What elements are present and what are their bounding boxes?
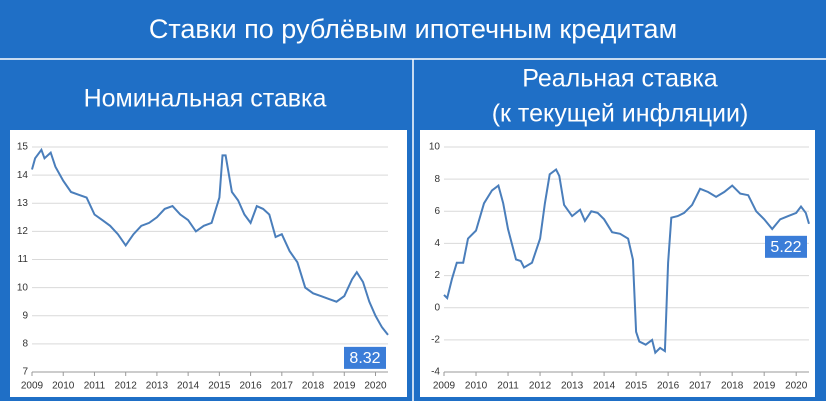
y-tick-label: -4 [431,367,440,378]
y-tick-label: 0 [434,302,440,313]
x-tick-label: 2020 [364,381,387,392]
value-label-box [765,235,807,258]
x-tick-label: 2013 [561,381,584,392]
x-tick-label: 2012 [529,381,552,392]
x-tick-label: 2015 [625,381,648,392]
series-line [31,147,389,336]
x-tick-label: 2012 [115,381,138,392]
page-title: Ставки по рублёвым ипотечным кредитам [149,14,677,44]
x-tick-label: 2018 [721,381,744,392]
x-tick-label: 2014 [177,381,200,392]
y-tick-label: 13 [17,198,29,209]
x-tick-label: 2010 [52,381,75,392]
y-tick-label: 10 [17,282,29,293]
y-tick-label: 12 [17,226,29,237]
y-tick-label: 7 [22,367,28,378]
x-tick-label: 2014 [593,381,616,392]
x-tick-label: 2015 [208,381,231,392]
y-tick-label: -2 [431,334,440,345]
y-tick-label: 8 [434,174,440,185]
panel-title: Номинальная ставка [84,85,327,113]
y-tick-label: 10 [429,142,441,153]
x-tick-label: 2010 [465,381,488,392]
x-tick-label: 2009 [433,381,456,392]
x-tick-label: 2019 [753,381,776,392]
x-tick-label: 2013 [146,381,169,392]
y-tick-label: 14 [17,170,29,181]
chart-box [10,130,407,397]
y-tick-label: 2 [434,270,440,281]
panel-subtitle: (к текущей инфляции) [492,100,749,128]
x-tick-label: 2017 [689,381,712,392]
x-tick-label: 2020 [785,381,808,392]
x-tick-label: 2011 [84,381,106,392]
x-tick-label: 2018 [302,381,325,392]
y-tick-label: 9 [22,310,28,321]
x-tick-label: 2019 [333,381,356,392]
y-tick-label: 11 [18,254,29,265]
x-tick-label: 2009 [21,381,44,392]
x-tick-label: 2016 [657,381,680,392]
y-tick-label: 15 [17,142,29,153]
series-line [443,167,810,355]
x-tick-label: 2016 [239,381,262,392]
y-tick-label: 4 [434,238,440,249]
panel-title: Реальная ставка [522,65,718,93]
value-label-box [344,346,386,369]
y-tick-label: 6 [434,206,440,217]
x-tick-label: 2017 [271,381,294,392]
value-label: 5.22 [770,239,801,256]
chart-box [420,130,815,397]
y-tick-label: 8 [22,339,28,350]
x-tick-label: 2011 [497,381,519,392]
value-label: 8.32 [349,350,380,367]
